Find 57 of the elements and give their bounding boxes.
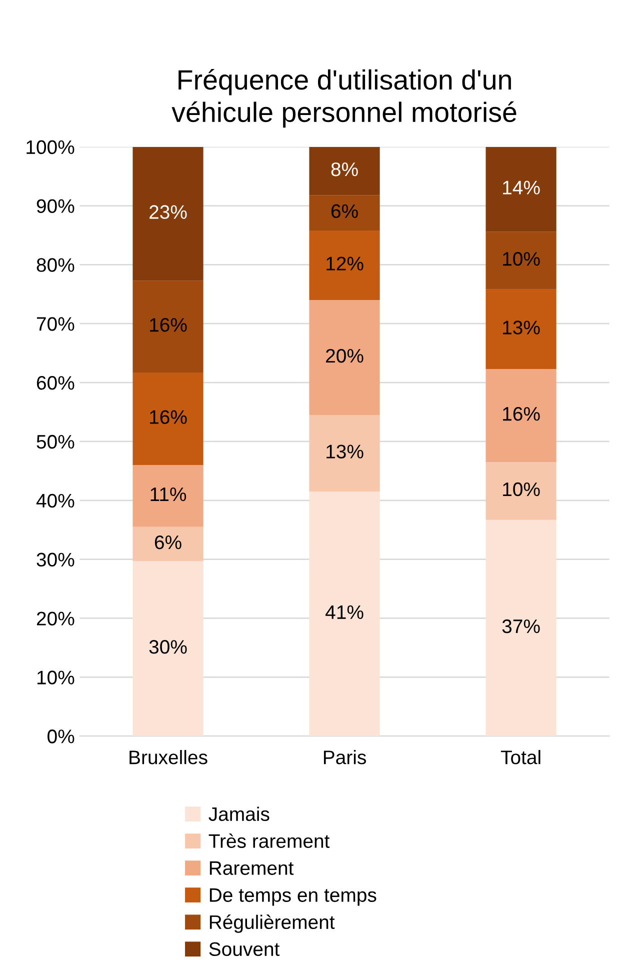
chart-title: Fréquence d'utilisation d'un véhicule personnel motorisé: [172, 69, 516, 128]
data-label: 12%: [326, 256, 364, 270]
bar: [486, 146, 556, 232]
y-tick-label: 40%: [36, 494, 74, 508]
data-label: 10%: [503, 482, 540, 496]
bar: [309, 300, 380, 415]
bar: [309, 146, 380, 196]
data-label: 16%: [150, 410, 187, 424]
bar: [309, 195, 380, 231]
bar: [309, 492, 380, 736]
y-tick-label: 100%: [26, 140, 74, 154]
y-tick-label: 70%: [36, 317, 74, 331]
bar: [132, 465, 204, 527]
legend-label: Rarement: [210, 861, 294, 875]
data-label: 16%: [503, 406, 540, 421]
data-label: 10%: [503, 252, 540, 266]
bar: [486, 289, 556, 369]
y-tick-label: 50%: [36, 434, 74, 449]
data-label: 8%: [331, 162, 358, 176]
y-tick-label: 30%: [36, 552, 74, 567]
bar: [132, 146, 204, 281]
legend-label: Très rarement: [208, 833, 330, 848]
data-label: 13%: [326, 444, 364, 458]
bar: [309, 414, 380, 492]
y-tick-label: 0%: [48, 730, 74, 744]
data-label: 11%: [150, 488, 186, 502]
bar: [309, 230, 380, 300]
bar: [132, 561, 204, 736]
legend-label: Régulièrement: [210, 914, 335, 933]
data-label: 6%: [154, 535, 182, 550]
data-label: 30%: [149, 640, 187, 654]
x-tick-label: Total: [500, 750, 540, 764]
bar: [132, 280, 204, 373]
data-label: 13%: [503, 320, 540, 334]
legend-label: Jamais: [208, 806, 270, 822]
bar: [486, 232, 556, 290]
data-label: 6%: [331, 204, 358, 218]
data-label: 20%: [326, 348, 364, 363]
data-label: 16%: [150, 318, 187, 332]
data-label: 14%: [503, 180, 540, 194]
bar: [486, 462, 556, 520]
legend-label: Souvent: [209, 942, 280, 956]
data-label: 41%: [326, 605, 364, 619]
data-label: 23%: [150, 205, 187, 219]
bar: [486, 520, 556, 736]
y-tick-label: 90%: [36, 199, 74, 213]
bar: [132, 372, 204, 466]
data-label: 37%: [502, 619, 540, 634]
y-tick-label: 60%: [36, 376, 74, 390]
y-tick-label: 10%: [37, 670, 74, 684]
legend-label: De temps en temps: [210, 888, 376, 906]
x-tick-label: Bruxelles: [130, 750, 208, 764]
bar: [132, 526, 204, 562]
y-tick-label: 20%: [36, 612, 74, 626]
y-tick-label: 80%: [36, 258, 74, 272]
bar: [486, 368, 556, 462]
x-tick-label: Paris: [324, 750, 366, 764]
